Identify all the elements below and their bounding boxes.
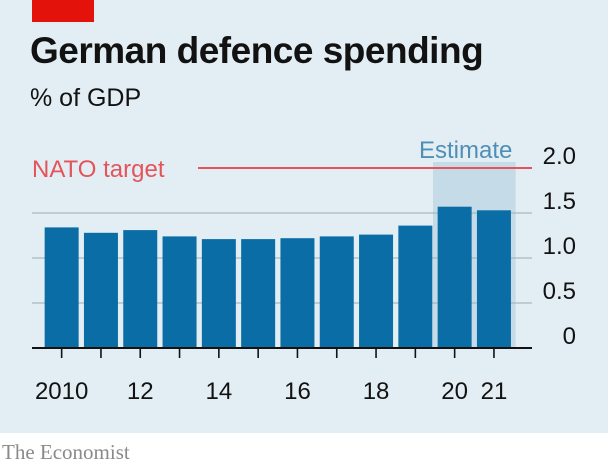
- bar-2012: [123, 230, 158, 348]
- bar-2021: [476, 210, 511, 348]
- x-tick-label: 12: [127, 378, 154, 405]
- bar-chart: Estimate NATO target 2010 12 14 16 18 20 21 0 0.5 1…: [32, 137, 576, 405]
- nato-target-label: NATO target: [32, 156, 165, 183]
- estimate-label: Estimate: [419, 137, 512, 164]
- bar-2020: [437, 206, 472, 348]
- bar-2016: [280, 238, 315, 348]
- bar-2015: [241, 239, 276, 348]
- x-tick-label: 2010: [35, 378, 88, 405]
- bar-2014: [201, 239, 236, 348]
- y-tick-label: 0.5: [543, 278, 576, 305]
- x-tick-label: 16: [284, 378, 311, 405]
- x-tick-label: 14: [205, 378, 232, 405]
- source-credit: The Economist: [2, 440, 130, 464]
- y-tick-label: 2.0: [543, 143, 576, 170]
- bar-2011: [83, 232, 118, 348]
- chart-title: German defence spending: [30, 30, 484, 71]
- bar-2018: [359, 234, 394, 348]
- y-tick-label: 1.5: [543, 188, 576, 215]
- chart-subtitle: % of GDP: [30, 84, 142, 112]
- brand-tag: [32, 0, 94, 22]
- bar-2010: [44, 227, 79, 348]
- bar-2019: [398, 225, 433, 348]
- y-tick-label: 1.0: [543, 233, 576, 260]
- bar-2013: [162, 236, 197, 348]
- x-tick-label: 18: [363, 378, 390, 405]
- y-tick-label: 0: [563, 323, 576, 350]
- x-tick-label: 21: [481, 378, 508, 405]
- x-tick-label: 20: [441, 378, 468, 405]
- bar-2017: [319, 236, 354, 348]
